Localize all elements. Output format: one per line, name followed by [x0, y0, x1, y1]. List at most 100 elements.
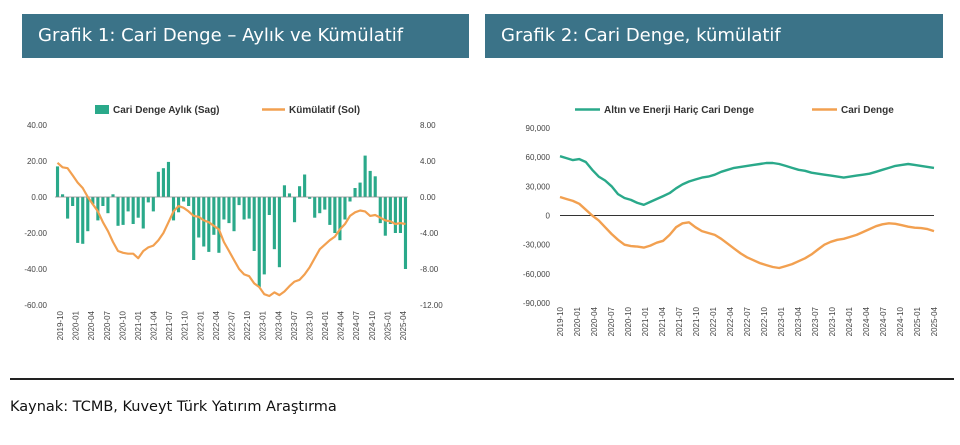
- x-tick-label: 2021-01: [641, 306, 650, 336]
- chart1-title: Grafik 1: Cari Denge – Aylık ve Kümülati…: [38, 25, 404, 46]
- bar: [242, 197, 246, 220]
- x-tick-label: 2025-04: [930, 306, 939, 336]
- bar: [353, 188, 357, 197]
- bar: [131, 197, 135, 224]
- bar: [91, 197, 95, 205]
- bar: [232, 197, 236, 232]
- bar: [247, 197, 251, 219]
- bar: [333, 197, 337, 233]
- x-tick-label: 2024-10: [896, 306, 905, 336]
- y-tick-label-right: -8.00: [420, 265, 439, 274]
- chart2-header: Grafik 2: Cari Denge, kümülatif: [485, 14, 943, 58]
- x-tick-label: 2024-07: [352, 310, 361, 340]
- bar: [151, 197, 155, 212]
- y-tick-label-right: 0.00: [420, 193, 436, 202]
- x-tick-label: 2023-04: [794, 306, 803, 336]
- x-tick-label: 2022-04: [726, 306, 735, 336]
- bar: [237, 197, 241, 206]
- bar: [348, 197, 352, 202]
- x-tick-label: 2025-01: [913, 306, 922, 336]
- bar: [136, 197, 140, 218]
- chart2-legend: Altın ve Enerji Hariç Cari Denge Cari Den…: [575, 105, 894, 116]
- bar: [101, 197, 105, 206]
- bar: [308, 197, 312, 199]
- x-tick-label: 2022-10: [243, 310, 252, 340]
- bar: [368, 170, 372, 197]
- bar: [146, 197, 150, 203]
- y-tick-label: -90,000: [523, 299, 551, 308]
- bar: [141, 197, 145, 229]
- x-tick-label: 2023-01: [777, 306, 786, 336]
- bar: [282, 185, 287, 197]
- bar: [373, 176, 377, 197]
- y-tick-label: 0: [546, 212, 551, 221]
- bar: [192, 197, 196, 260]
- bar: [298, 186, 302, 197]
- bar: [313, 197, 317, 218]
- x-tick-label: 2024-04: [862, 306, 871, 336]
- bar: [318, 197, 322, 214]
- bar: [358, 182, 362, 197]
- bar: [267, 197, 271, 215]
- bar: [86, 197, 90, 232]
- chart2-title: Grafik 2: Cari Denge, kümülatif: [501, 25, 781, 46]
- x-tick-label: 2020-07: [607, 306, 616, 336]
- bar: [106, 197, 110, 214]
- bar: [303, 174, 307, 197]
- bar: [328, 197, 332, 225]
- bar: [343, 197, 347, 220]
- bar: [81, 197, 85, 244]
- x-tick-label: 2021-04: [658, 306, 667, 336]
- bar: [338, 197, 342, 241]
- y-tick-label-right: -12.00: [420, 301, 443, 310]
- x-tick-label: 2025-01: [383, 310, 392, 340]
- bar: [212, 197, 216, 235]
- x-tick-label: 2023-04: [274, 310, 283, 340]
- chart1-svg: Cari Denge Aylık (Sag) Kümülatif (Sol) 40.…: [24, 105, 443, 340]
- x-tick-label: 2022-10: [760, 306, 769, 336]
- chart1-axes: 40.00 20.00 0.00 -20.00 -40.00 -60.00 8.00 4.00…: [24, 121, 443, 340]
- x-tick-label: 2024-04: [337, 310, 346, 340]
- x-tick-label: 2022-01: [709, 306, 718, 336]
- x-tick-label: 2020-10: [624, 306, 633, 336]
- bar: [111, 194, 115, 197]
- bar: [71, 197, 75, 206]
- x-tick-label: 2021-10: [181, 310, 190, 340]
- bar: [272, 197, 276, 250]
- x-tick-label: 2020-04: [590, 306, 599, 336]
- x-tick-label: 2022-07: [743, 306, 752, 336]
- x-tick-label: 2020-10: [118, 310, 127, 340]
- x-tick-label: 2022-07: [228, 310, 237, 340]
- x-tick-label: 2023-07: [290, 310, 299, 340]
- bar: [126, 197, 130, 212]
- bar: [182, 197, 186, 202]
- x-tick-label: 2023-10: [828, 306, 837, 336]
- y-tick-label-left: 20.00: [27, 157, 48, 166]
- bar: [403, 197, 408, 269]
- y-tick-label-right: -4.00: [420, 229, 439, 238]
- bar: [202, 197, 206, 247]
- x-tick-label: 2024-01: [845, 306, 854, 336]
- footer-divider: [10, 378, 954, 380]
- legend-label: Cari Denge Aylık (Sag): [113, 105, 220, 116]
- x-tick-label: 2023-01: [259, 310, 268, 340]
- bar: [217, 197, 221, 253]
- x-tick-label: 2021-07: [165, 310, 174, 340]
- bar: [207, 197, 211, 252]
- chart2-svg: Altın ve Enerji Hariç Cari Denge Cari Den…: [523, 105, 939, 336]
- x-tick-label: 2020-04: [87, 310, 96, 340]
- x-tick-label: 2020-01: [573, 306, 582, 336]
- bar: [116, 197, 120, 226]
- y-tick-label: 30,000: [526, 182, 551, 191]
- chart1-header: Grafik 1: Cari Denge – Aylık ve Kümülati…: [22, 14, 469, 58]
- bar: [166, 161, 171, 197]
- bar: [383, 197, 387, 236]
- bar: [378, 197, 382, 224]
- x-tick-label: 2022-04: [212, 310, 221, 340]
- bar: [262, 197, 266, 275]
- bar: [287, 193, 292, 197]
- x-tick-label: 2021-04: [150, 310, 159, 340]
- bar: [171, 197, 176, 221]
- bar: [121, 197, 125, 225]
- source-note: Kaynak: TCMB, Kuveyt Türk Yatırım Araştı…: [10, 399, 337, 415]
